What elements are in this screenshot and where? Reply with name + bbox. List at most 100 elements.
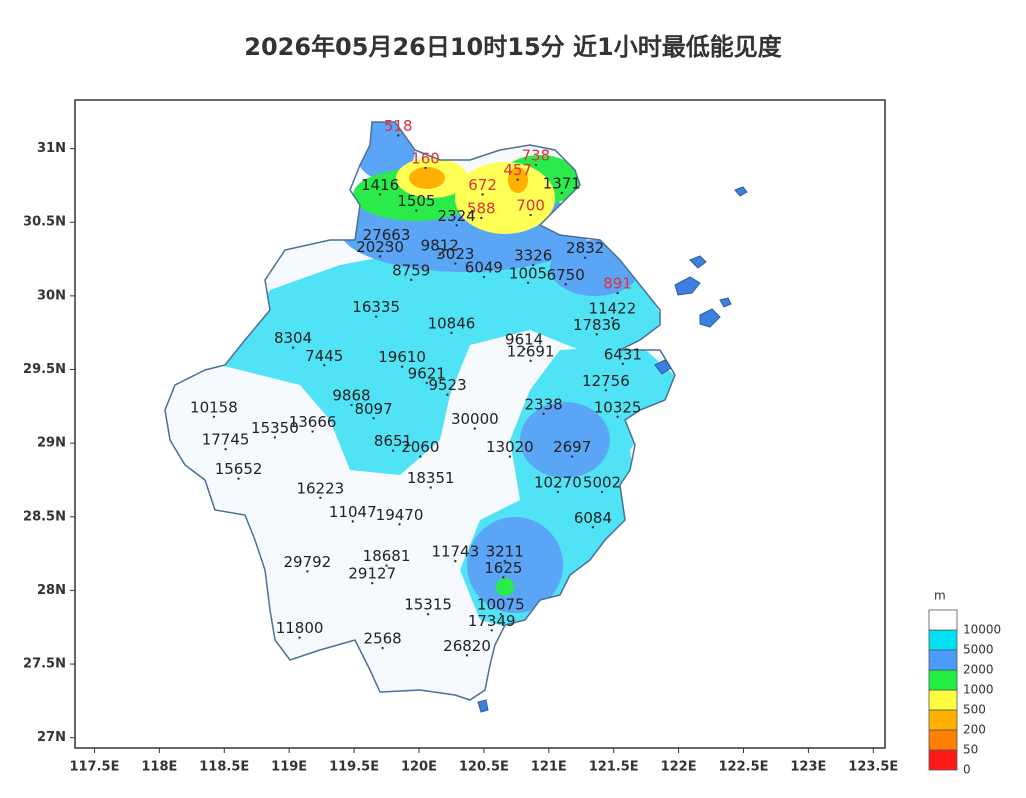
- island: [674, 276, 701, 296]
- station-dot: [526, 281, 530, 284]
- station-value: 10846: [428, 314, 476, 332]
- island: [477, 699, 489, 713]
- station-value: 19470: [376, 506, 424, 524]
- green-zone: [496, 578, 514, 596]
- station-value: 891: [603, 275, 632, 293]
- station-value: 8304: [274, 329, 312, 347]
- station-dot: [502, 576, 505, 579]
- station-dot: [595, 333, 599, 336]
- station-dot: [273, 436, 277, 439]
- station-value: 15652: [215, 460, 263, 478]
- station-dot: [426, 612, 430, 616]
- station-value: 18681: [363, 547, 411, 565]
- station-value: 9614: [505, 331, 543, 349]
- x-tick-label: 117.5E: [69, 760, 119, 775]
- x-tick-label: 119E: [271, 760, 307, 775]
- station-dot: [372, 417, 375, 420]
- station-dot: [473, 427, 477, 430]
- blue-zone: [520, 402, 610, 478]
- station-value: 6049: [465, 258, 503, 276]
- station-dot: [419, 455, 422, 458]
- station-dot: [400, 365, 404, 368]
- colorbar-box: [928, 629, 958, 651]
- island: [654, 359, 672, 375]
- station-value: 10325: [594, 398, 642, 416]
- x-tick-label: 122.5E: [719, 760, 769, 775]
- y-tick-label: 28N: [37, 583, 66, 598]
- station-dot: [529, 213, 532, 217]
- station-dot: [237, 477, 240, 480]
- station-dot: [398, 523, 401, 526]
- station-dot: [351, 520, 354, 523]
- x-tick-label: 118.5E: [199, 760, 249, 775]
- station-value: 1505: [397, 192, 435, 210]
- island: [699, 308, 721, 328]
- province-outline: [164, 121, 676, 701]
- station-value: 17349: [468, 612, 516, 630]
- station-value: 13666: [289, 413, 337, 431]
- station-dot: [564, 283, 567, 286]
- station-value: 2060: [401, 438, 439, 456]
- station-value: 10075: [477, 596, 525, 614]
- station-dot: [311, 430, 314, 433]
- x-tick-label: 123E: [790, 760, 826, 775]
- station-dot: [385, 243, 388, 246]
- station-dot: [560, 191, 563, 195]
- station-value: 16335: [352, 298, 400, 316]
- y-tick-label: 30.5N: [23, 215, 66, 230]
- island: [719, 297, 732, 308]
- y-tick-label: 30N: [37, 288, 66, 303]
- station-dot: [298, 636, 301, 639]
- colorbar-label: 1000: [963, 683, 994, 697]
- station-dot: [371, 582, 374, 585]
- x-tick-label: 122E: [661, 760, 697, 775]
- visibility-field: [220, 122, 675, 630]
- y-tick-label: 28.5N: [23, 509, 66, 524]
- station-dot: [224, 448, 227, 451]
- station-value: 1416: [361, 176, 399, 194]
- station-dot: [410, 278, 413, 282]
- y-tick-label: 27N: [37, 730, 66, 745]
- station-dot: [350, 403, 353, 407]
- colorbar-label: 10000: [963, 623, 1001, 637]
- station-dot: [482, 275, 486, 279]
- station-dot: [385, 564, 388, 567]
- plot-frame: [74, 99, 886, 749]
- station-dot: [438, 253, 441, 256]
- y-tick-label: 31N: [37, 141, 66, 156]
- station-value: 16223: [296, 479, 344, 497]
- station-dot: [374, 315, 378, 318]
- station-value: 17745: [202, 431, 250, 449]
- y-tick-label: 29N: [37, 436, 66, 451]
- station-value: 30000: [451, 410, 499, 428]
- station-value: 11047: [329, 503, 377, 521]
- x-tick-label: 119.5E: [329, 760, 379, 775]
- station-dot: [604, 389, 608, 392]
- station-dot: [481, 193, 484, 196]
- station-dot: [600, 490, 604, 494]
- station-dot: [446, 393, 449, 396]
- station-value: 3211: [486, 543, 524, 561]
- x-tick-label: 120E: [401, 760, 437, 775]
- station-value: 19610: [378, 348, 426, 366]
- station-dot: [425, 381, 428, 385]
- colorbar-box: [928, 749, 958, 771]
- station-dot: [454, 262, 457, 265]
- y-tick-label: 27.5N: [23, 657, 66, 672]
- station-dot: [323, 364, 326, 367]
- station-dot: [378, 255, 382, 258]
- station-value: 9812: [421, 236, 459, 254]
- station-dot: [450, 331, 453, 335]
- station-value: 738: [521, 146, 550, 164]
- station-value: 1005: [509, 264, 547, 282]
- station-value: 18351: [407, 469, 455, 487]
- station-dot: [397, 134, 400, 137]
- colorbar-label: 5000: [963, 643, 994, 657]
- blue-zone: [467, 517, 563, 613]
- station-dot: [508, 455, 512, 458]
- colorbar-box: [928, 669, 958, 691]
- colorbar-label: 0: [963, 763, 971, 777]
